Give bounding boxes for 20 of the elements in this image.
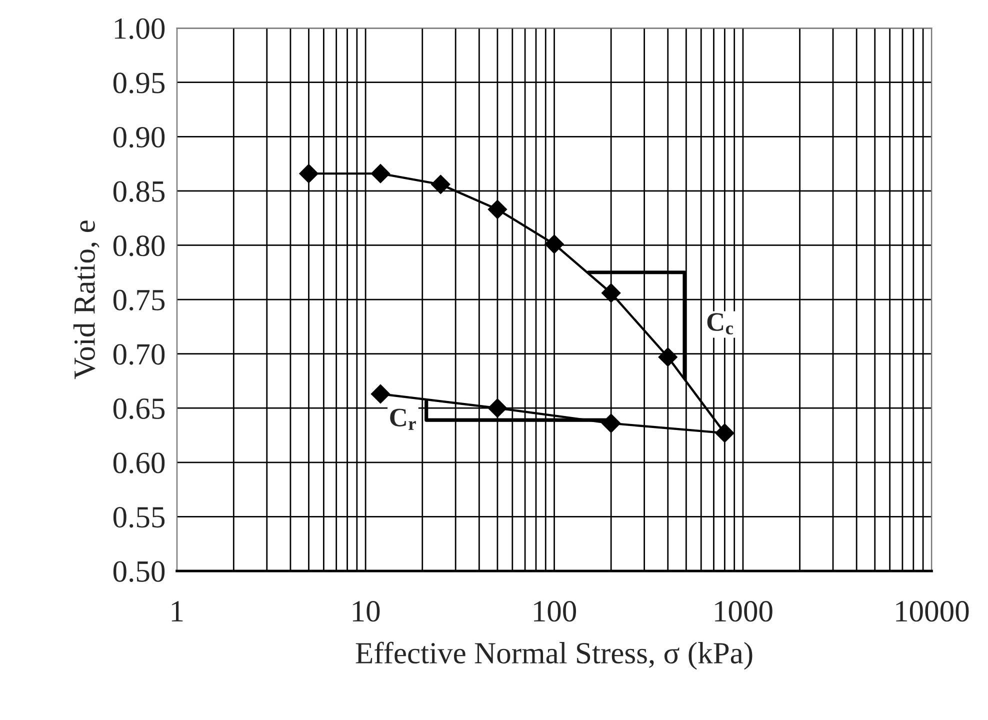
annotation: C$_{c}$ xyxy=(707,313,734,334)
y-tick-label: 0.95 xyxy=(113,72,165,94)
x-tick-label: 10 xyxy=(352,601,380,622)
x-tick-label: 10000 xyxy=(896,601,969,622)
y-tick-label: 0.90 xyxy=(113,126,165,148)
annotation: C$_{r}$ xyxy=(390,408,416,430)
x-tick-label: 100 xyxy=(534,601,576,622)
y-tick-label: 0.55 xyxy=(113,506,165,528)
y-tick-label: 0.85 xyxy=(113,181,165,202)
y-tick-label: 0.50 xyxy=(113,561,165,582)
x-axis-title: Effective Normal Stress, σ (kPa) xyxy=(356,642,752,670)
y-axis-title: Void Ratio, e xyxy=(73,220,100,380)
x-tick-label: 1000 xyxy=(715,601,772,622)
y-tick-label: 0.75 xyxy=(113,290,165,311)
y-tick-label: 0.80 xyxy=(113,236,165,256)
x-tick-label: 1 xyxy=(172,601,183,622)
y-tick-label: 0.60 xyxy=(113,452,165,474)
y-tick-label: 0.70 xyxy=(113,344,165,365)
y-tick-label: 1.00 xyxy=(114,18,165,40)
y-tick-label: 0.65 xyxy=(113,398,165,420)
